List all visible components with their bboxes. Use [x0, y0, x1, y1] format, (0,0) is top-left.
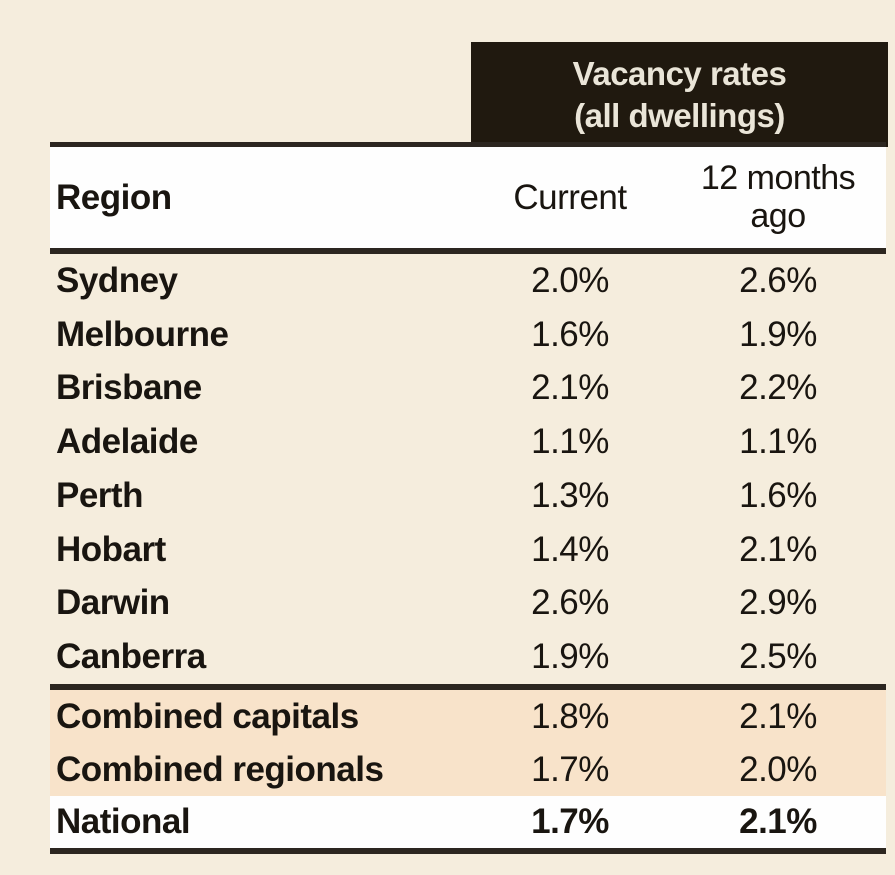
current-value-cell: 1.7% — [531, 802, 609, 841]
group-header-box: Vacancy rates (all dwellings) — [471, 42, 888, 147]
rule-top — [50, 142, 886, 147]
ago-value-cell: 1.6% — [739, 475, 817, 515]
current-value-cell: 1.8% — [531, 696, 609, 736]
column-header-region: Region — [56, 177, 172, 217]
region-cell: National — [56, 802, 191, 841]
rule-bottom — [50, 848, 886, 854]
ago-value-cell: 2.0% — [739, 749, 817, 789]
current-value-cell: 1.4% — [531, 529, 609, 569]
region-cell: Hobart — [56, 529, 166, 569]
rule-under-capitals — [50, 684, 886, 690]
table-row: Sydney 2.0% 2.6% — [50, 254, 886, 308]
group-header-line2: (all dwellings) — [574, 96, 785, 134]
ago-value-cell: 2.1% — [739, 802, 817, 841]
column-header-12-months-ago: 12 months ago — [700, 159, 856, 235]
table-row: Adelaide 1.1% 1.1% — [50, 415, 886, 469]
current-value-cell: 2.6% — [531, 583, 609, 623]
region-cell: Canberra — [56, 637, 206, 677]
ago-value-cell: 2.1% — [739, 529, 817, 569]
region-cell: Perth — [56, 475, 143, 515]
group-header-line1: Vacancy rates — [572, 54, 787, 92]
current-value-cell: 1.3% — [531, 475, 609, 515]
national-row: National 1.7% 2.1% — [50, 796, 886, 848]
ago-value-cell: 2.5% — [739, 637, 817, 677]
summary-row: Combined capitals 1.8% 2.1% — [50, 690, 886, 743]
ago-value-cell: 2.2% — [739, 368, 817, 408]
ago-value-cell: 2.1% — [739, 696, 817, 736]
current-value-cell: 2.0% — [531, 260, 609, 300]
table-row: Perth 1.3% 1.6% — [50, 469, 886, 523]
table-row: Canberra 1.9% 2.5% — [50, 630, 886, 684]
table-row: Brisbane 2.1% 2.2% — [50, 362, 886, 416]
region-cell: Brisbane — [56, 368, 202, 408]
combined-rows: Combined capitals 1.8% 2.1% Combined region… — [50, 690, 886, 796]
summary-row: Combined regionals 1.7% 2.0% — [50, 743, 886, 796]
column-header-current: Current — [513, 177, 627, 217]
ago-value-cell: 1.9% — [739, 314, 817, 354]
table-row: Darwin 2.6% 2.9% — [50, 577, 886, 631]
region-cell: Sydney — [56, 260, 178, 300]
current-value-cell: 1.6% — [531, 314, 609, 354]
region-cell: Adelaide — [56, 422, 198, 462]
table-row: Hobart 1.4% 2.1% — [50, 523, 886, 577]
region-cell: Combined regionals — [56, 749, 384, 789]
ago-value-cell: 2.6% — [739, 260, 817, 300]
table-header-row: Region Current 12 months ago — [50, 147, 886, 248]
capital-city-rows: Sydney 2.0% 2.6% Melbourne 1.6% 1.9% Brisbane 2… — [50, 254, 886, 684]
current-value-cell: 1.1% — [531, 422, 609, 462]
current-value-cell: 1.7% — [531, 749, 609, 789]
current-value-cell: 1.9% — [531, 637, 609, 677]
ago-value-cell: 2.9% — [739, 583, 817, 623]
region-cell: Melbourne — [56, 314, 229, 354]
region-cell: Darwin — [56, 583, 170, 623]
current-value-cell: 2.1% — [531, 368, 609, 408]
region-cell: Combined capitals — [56, 696, 359, 736]
rule-under-header — [50, 248, 886, 254]
ago-value-cell: 1.1% — [739, 422, 817, 462]
table-row: Melbourne 1.6% 1.9% — [50, 308, 886, 362]
